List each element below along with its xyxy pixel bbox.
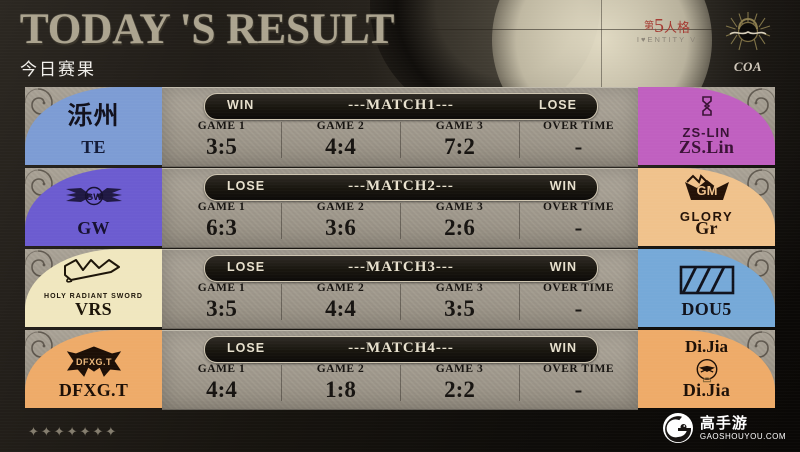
svg-text:GM: GM xyxy=(696,183,717,198)
svg-text:GW: GW xyxy=(85,192,101,203)
svg-text:DFXG.T: DFXG.T xyxy=(76,357,112,367)
